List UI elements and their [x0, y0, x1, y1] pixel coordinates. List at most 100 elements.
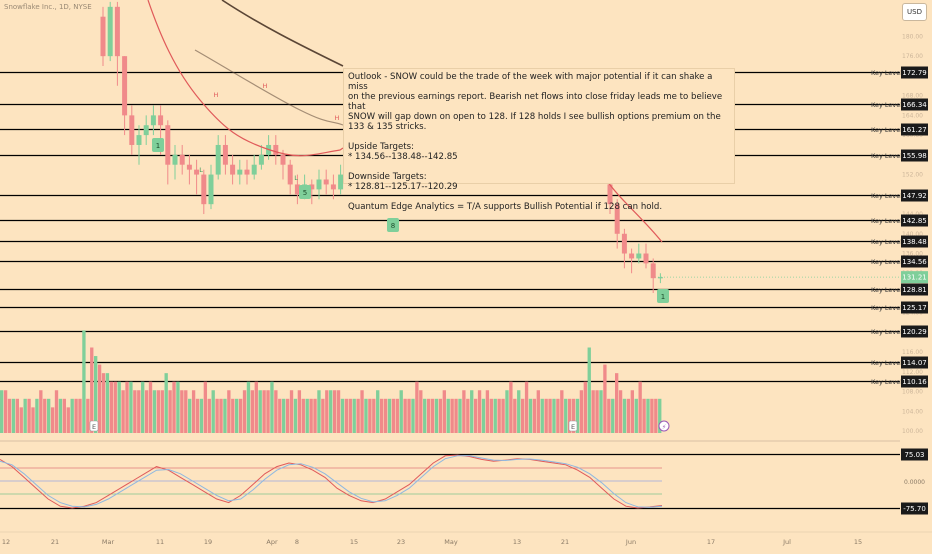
volume-bar: [497, 398, 501, 433]
volume-bar: [238, 398, 243, 433]
signal-badge: [299, 185, 311, 199]
volume-bar: [164, 373, 168, 433]
volume-bar: [129, 381, 133, 433]
candle-down: [114, 6, 120, 57]
candle-down: [179, 154, 185, 165]
volume-bar: [524, 381, 529, 433]
candle-down: [129, 115, 135, 145]
candle-down: [222, 144, 228, 165]
volume-bar: [325, 390, 329, 433]
signal-badge-label: 5: [303, 189, 307, 197]
note-footer: Quantum Edge Analytics = T/A supports Bu…: [348, 202, 663, 212]
volume-bar: [646, 398, 650, 433]
key-level-price-label: 155.98: [902, 152, 927, 160]
volume-bar: [168, 390, 172, 433]
volume-bar: [454, 398, 458, 433]
volume-bar: [434, 398, 439, 433]
volume-bar: [125, 381, 129, 433]
volume-bar: [595, 390, 599, 433]
ma-fast-line: [147, 0, 344, 157]
volume-bar: [109, 381, 114, 433]
volume-bar: [470, 390, 474, 433]
key-level-price-box: [901, 235, 928, 248]
volume-bar: [356, 398, 360, 433]
volume-bar: [3, 390, 8, 433]
volume-bar: [611, 398, 615, 433]
volume-bar: [344, 398, 349, 433]
volume-bar: [493, 398, 497, 433]
volume-bar: [223, 398, 227, 433]
key-level-price-box: [901, 301, 928, 314]
candle-down: [643, 253, 649, 264]
volume-bar: [415, 381, 419, 433]
volume-bar: [278, 398, 282, 433]
volume-bar: [442, 390, 446, 433]
volume-bar: [376, 390, 380, 433]
volume-bar: [481, 398, 486, 433]
earnings-event-label: E: [571, 423, 575, 431]
volume-bar: [391, 398, 396, 433]
volume-bar: [11, 398, 16, 433]
volume-bar: [297, 390, 302, 433]
volume-bar: [419, 390, 423, 433]
volume-bar: [117, 381, 121, 433]
volume-bar: [485, 390, 490, 433]
volume-bar: [47, 398, 51, 433]
volume-bar: [528, 398, 533, 433]
volume-bar: [113, 381, 117, 433]
volume-bar: [423, 398, 427, 433]
candle-up: [208, 174, 214, 205]
signal-badge-label: 1: [661, 293, 665, 301]
price-tick-label: 104.00: [902, 408, 923, 415]
key-level-price-label: 110.16: [902, 378, 927, 386]
time-tick-label: Jul: [782, 538, 791, 546]
key-level-label: Key Level: [871, 378, 902, 386]
price-tick-label: 180.00: [902, 33, 923, 40]
time-tick-label: 12: [2, 538, 10, 546]
volume-bar: [317, 390, 321, 433]
candle-up: [636, 253, 642, 259]
volume-bar: [148, 381, 153, 433]
volume-bar: [438, 398, 443, 433]
volume-bar: [332, 390, 337, 433]
volume-bar: [160, 390, 164, 433]
volume-bar: [258, 390, 262, 433]
currency-button[interactable]: USD: [902, 3, 927, 21]
volume-bar: [520, 398, 525, 433]
volume-bar: [86, 398, 90, 433]
volume-bar: [309, 398, 313, 433]
volume-bar: [156, 390, 161, 433]
volume-bar: [466, 398, 470, 433]
candle-down: [330, 184, 336, 190]
volume-bar: [266, 390, 270, 433]
key-level-price-box: [901, 189, 928, 202]
volume-bar: [517, 390, 521, 433]
volume-bar: [556, 398, 560, 433]
volume-bar: [43, 398, 47, 433]
volume-bar: [372, 398, 376, 433]
volume-bar: [23, 398, 27, 433]
volume-bar: [176, 381, 180, 433]
key-level-price-label: 147.92: [902, 192, 927, 200]
upside-values: * 134.56--138.48--142.85: [348, 152, 458, 162]
volume-bar: [352, 398, 356, 433]
key-level-label: Key Level: [871, 101, 902, 109]
price-tick-label: 136.00: [902, 251, 923, 258]
volume-bar: [650, 398, 654, 433]
volume-bar: [446, 398, 450, 433]
volume-bar: [235, 398, 239, 433]
note-line-1: Outlook - SNOW could be the trade of the…: [348, 72, 713, 92]
key-level-label: Key Level: [871, 328, 902, 336]
high-low-marker: H: [263, 82, 268, 90]
volume-bar: [242, 390, 247, 433]
last-price-box: [901, 271, 928, 284]
time-tick-label: May: [444, 538, 458, 546]
volume-bar: [285, 398, 290, 433]
volume-bar: [548, 398, 552, 433]
key-level-price-label: 161.27: [902, 126, 927, 134]
volume-bar: [567, 398, 572, 433]
volume-bar: [348, 398, 352, 433]
